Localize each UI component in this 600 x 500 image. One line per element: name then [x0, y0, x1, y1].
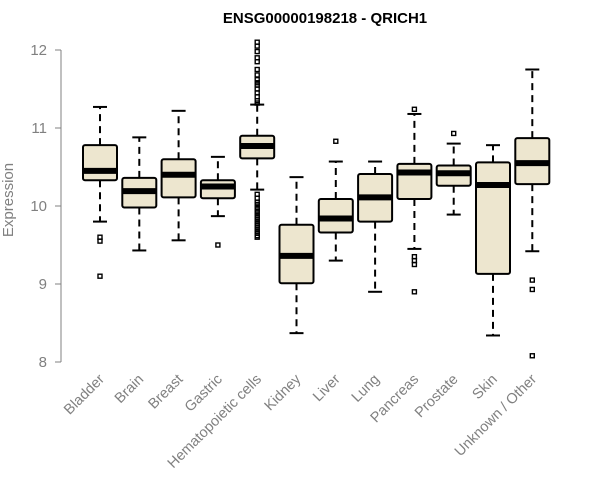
- outlier-point: [254, 209, 260, 215]
- chart-title: ENSG00000198218 - QRICH1: [223, 10, 427, 27]
- outlier-point: [451, 130, 457, 137]
- outlier-point: [254, 100, 260, 106]
- box-group: [514, 68, 551, 359]
- iqr-box: [82, 144, 118, 182]
- outlier-point: [215, 242, 221, 248]
- y-tick-label: 8: [39, 354, 47, 371]
- outlier-point: [411, 106, 418, 112]
- x-tick-label: Brain: [112, 372, 147, 407]
- y-tick-label: 9: [39, 276, 47, 293]
- y-tick-label: 12: [30, 42, 47, 59]
- box-group: [435, 130, 472, 216]
- outlier-point: [254, 76, 260, 83]
- x-tick-label: Skin: [470, 372, 501, 403]
- x-tick-label: Kidney: [262, 371, 305, 414]
- outlier-point: [411, 289, 418, 295]
- y-axis-label: Expression: [0, 163, 17, 237]
- outlier-point: [254, 217, 260, 223]
- outlier-point: [254, 43, 260, 49]
- x-tick-label: Breast: [145, 372, 186, 413]
- outlier-point: [254, 201, 260, 208]
- iqr-box: [475, 161, 511, 275]
- x-tick-label: Lung: [349, 372, 383, 406]
- outlier-point: [254, 48, 260, 55]
- box-group: [317, 138, 354, 262]
- iqr-box: [160, 158, 197, 199]
- y-axis: 8 9 10 11 12: [30, 42, 62, 371]
- box-group: [278, 176, 315, 335]
- outlier-point: [333, 138, 339, 144]
- outlier-point: [254, 72, 260, 78]
- outlier-point: [97, 238, 103, 244]
- outlier-point: [254, 234, 260, 240]
- outlier-point: [529, 286, 535, 293]
- iqr-box: [396, 162, 433, 200]
- box-group: [82, 105, 118, 279]
- x-tick-label: Prostate: [412, 372, 461, 421]
- y-tick-label: 11: [31, 120, 47, 137]
- box-group: [160, 109, 197, 242]
- box-series: [82, 39, 551, 359]
- x-tick-label: Bladder: [61, 371, 108, 418]
- outlier-point: [254, 225, 260, 231]
- x-tick-label: Liver: [310, 371, 344, 405]
- outlier-point: [254, 59, 260, 65]
- box-group: [199, 155, 236, 248]
- outlier-point: [97, 273, 103, 279]
- box-group: [357, 160, 394, 293]
- y-tick-label: 10: [30, 198, 47, 215]
- outlier-point: [529, 353, 535, 359]
- box-group: [239, 39, 276, 240]
- outlier-point: [411, 261, 418, 268]
- outlier-point: [254, 66, 260, 73]
- box-group: [396, 106, 433, 295]
- box-group: [475, 144, 511, 337]
- box-group: [121, 136, 158, 252]
- outlier-point: [529, 277, 535, 283]
